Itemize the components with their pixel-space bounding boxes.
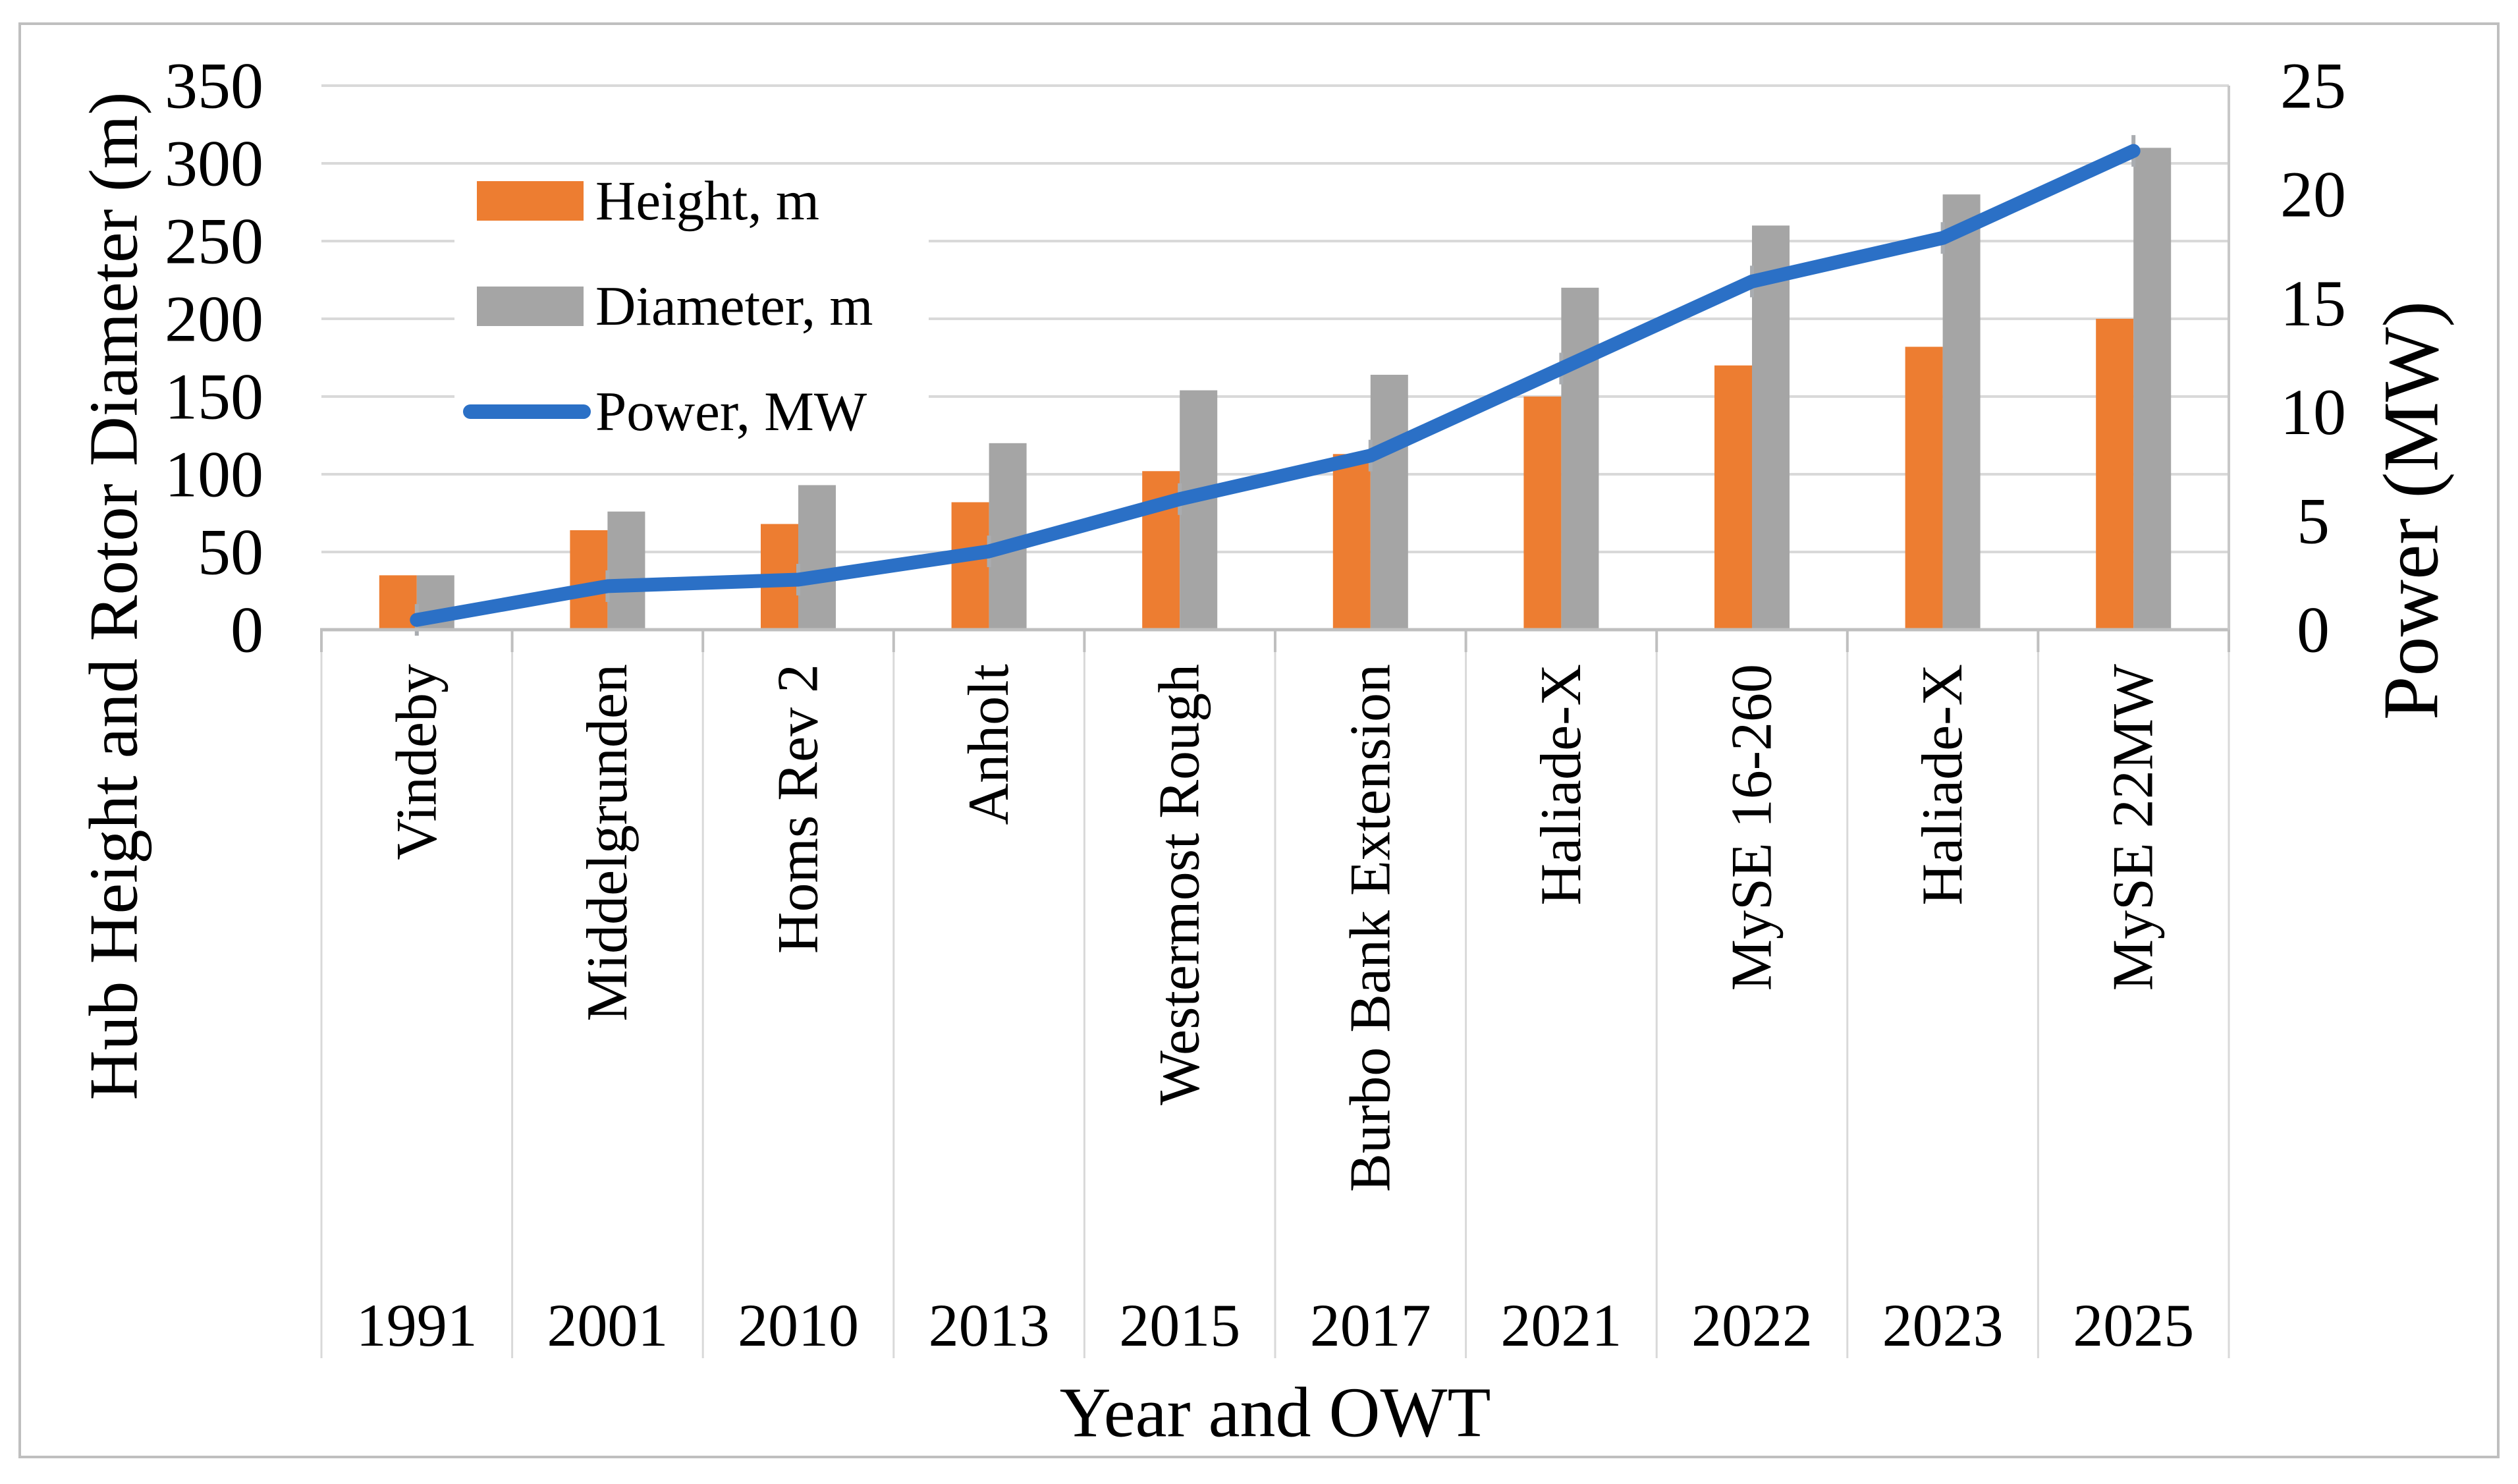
legend-swatch-diameter	[477, 287, 584, 326]
category-label-2: Homs Rev 2	[767, 664, 831, 954]
power-line-series	[410, 144, 2141, 627]
right-axis-tick-label-15: 15	[2280, 267, 2346, 340]
category-label-7: MySE 16-260	[1720, 664, 1784, 991]
year-label-0: 1991	[356, 1292, 478, 1359]
height-bar-9	[2096, 319, 2134, 630]
legend-label-2: Power, MW	[595, 381, 867, 443]
right-axis-tick-label-10: 10	[2280, 375, 2346, 449]
year-label-4: 2015	[1119, 1292, 1240, 1359]
year-label-5: 2017	[1310, 1292, 1431, 1359]
diameter-bar-7	[1752, 225, 1790, 630]
right-axis-tick-label-0: 0	[2297, 593, 2330, 667]
right-axis-tick-label-25: 25	[2280, 49, 2346, 123]
left-axis-tick-label-200: 200	[165, 283, 263, 356]
height-bar-6	[1523, 397, 1562, 630]
left-axis-tick-label-100: 100	[165, 438, 263, 511]
right-axis-tick-label-5: 5	[2297, 484, 2330, 557]
diameter-bar-1	[607, 511, 645, 630]
legend-label-0: Height, m	[595, 170, 819, 232]
category-label-4: Westermost Rough	[1148, 664, 1212, 1105]
height-bar-8	[1905, 346, 1943, 630]
height-bar-1	[570, 530, 608, 630]
year-label-7: 2022	[1691, 1292, 1813, 1359]
category-label-0: Vindeby	[385, 664, 449, 860]
category-label-8: Haliade-X	[1911, 664, 1975, 905]
height-bar-7	[1714, 365, 1752, 630]
category-label-9: MySE 22MW	[2102, 664, 2166, 991]
x-axis-title: Year and OWT	[1060, 1374, 1491, 1452]
left-axis-title: Hub Height and Rotor Diameter (m)	[75, 92, 152, 1101]
diameter-bar-8	[1942, 194, 1981, 630]
legend-swatch-height	[477, 181, 584, 221]
figure-border	[18, 22, 2500, 1458]
left-axis-tick-label-300: 300	[165, 127, 263, 200]
year-label-2: 2010	[738, 1292, 859, 1359]
right-axis-tick-label-20: 20	[2280, 158, 2346, 231]
diameter-bar-5	[1370, 374, 1408, 630]
left-axis-tick-label-250: 250	[165, 205, 263, 278]
left-axis-tick-label-50: 50	[198, 516, 263, 589]
left-axis-tick-label-150: 150	[165, 360, 263, 433]
year-label-3: 2013	[929, 1292, 1050, 1359]
year-label-8: 2023	[1882, 1292, 2004, 1359]
diameter-bar-2	[798, 485, 836, 630]
diameter-bar-6	[1561, 287, 1599, 630]
left-axis-tick-label-0: 0	[231, 593, 263, 667]
year-label-1: 2001	[547, 1292, 668, 1359]
category-label-6: Haliade-X	[1529, 664, 1593, 905]
right-axis-title: Power (MW)	[2367, 301, 2455, 721]
year-label-6: 2021	[1500, 1292, 1622, 1359]
diameter-bar-4	[1180, 390, 1218, 630]
legend-label-1: Diameter, m	[595, 275, 873, 337]
height-bar-3	[951, 502, 989, 630]
category-label-5: Burbo Bank Extension	[1338, 664, 1402, 1192]
height-bar-5	[1332, 454, 1371, 630]
diameter-bar-9	[2133, 148, 2172, 630]
left-axis-tick-label-350: 350	[165, 49, 263, 123]
category-label-3: Anholt	[957, 664, 1021, 825]
year-label-9: 2025	[2073, 1292, 2194, 1359]
category-label-1: Middelgrunden	[576, 664, 640, 1022]
